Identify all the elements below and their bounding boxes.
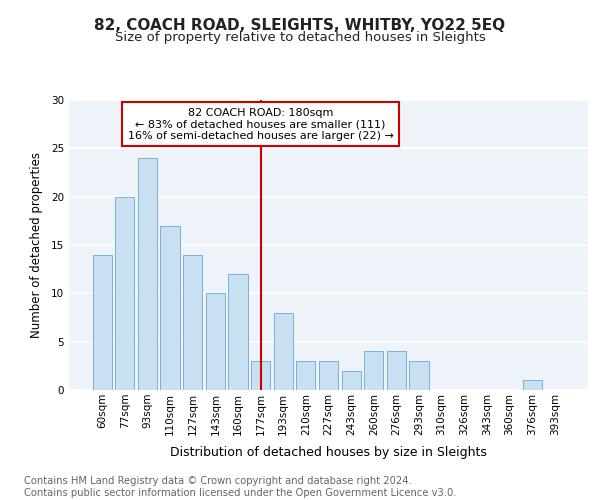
Bar: [274, 312, 293, 390]
Bar: [364, 352, 383, 390]
Bar: [115, 196, 134, 390]
Y-axis label: Number of detached properties: Number of detached properties: [29, 152, 43, 338]
Bar: [341, 370, 361, 390]
Bar: [229, 274, 248, 390]
Text: Contains HM Land Registry data © Crown copyright and database right 2024.
Contai: Contains HM Land Registry data © Crown c…: [24, 476, 457, 498]
Bar: [160, 226, 180, 390]
Bar: [319, 361, 338, 390]
Text: Size of property relative to detached houses in Sleights: Size of property relative to detached ho…: [115, 31, 485, 44]
Bar: [138, 158, 157, 390]
Bar: [92, 254, 112, 390]
Bar: [206, 294, 225, 390]
X-axis label: Distribution of detached houses by size in Sleights: Distribution of detached houses by size …: [170, 446, 487, 459]
Bar: [387, 352, 406, 390]
Text: 82, COACH ROAD, SLEIGHTS, WHITBY, YO22 5EQ: 82, COACH ROAD, SLEIGHTS, WHITBY, YO22 5…: [94, 18, 506, 32]
Bar: [409, 361, 428, 390]
Text: 82 COACH ROAD: 180sqm
← 83% of detached houses are smaller (111)
16% of semi-det: 82 COACH ROAD: 180sqm ← 83% of detached …: [128, 108, 394, 141]
Bar: [523, 380, 542, 390]
Bar: [296, 361, 316, 390]
Bar: [251, 361, 270, 390]
Bar: [183, 254, 202, 390]
